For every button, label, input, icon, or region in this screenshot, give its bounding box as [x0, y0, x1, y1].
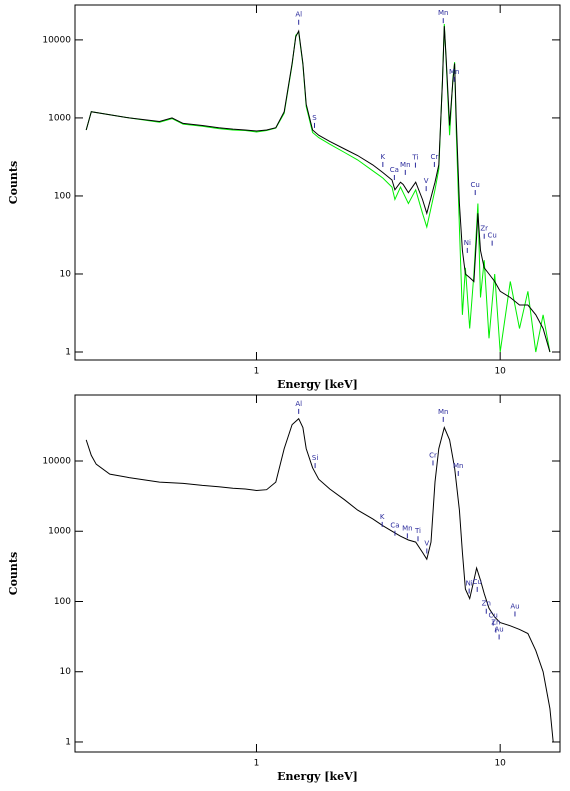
- element-label: V: [424, 539, 429, 547]
- y-tick-label: 1000: [48, 527, 71, 537]
- element-label: Ti: [414, 527, 421, 535]
- element-label: Mn: [449, 68, 459, 76]
- element-label: Ni: [464, 239, 471, 247]
- x-tick-label: 1: [254, 367, 260, 377]
- element-label: Au: [494, 625, 503, 633]
- element-label: Ti: [411, 154, 418, 162]
- y-tick-label: 10: [60, 667, 72, 677]
- y-tick-label: 10000: [42, 456, 71, 466]
- element-label: Cu: [489, 612, 498, 620]
- element-label: V: [424, 177, 429, 185]
- spectrum-line: [85, 417, 554, 743]
- element-label: Mn: [438, 408, 448, 416]
- element-label: Cr: [430, 153, 438, 161]
- y-tick-label: 1000: [48, 113, 71, 123]
- element-label: Zr: [480, 225, 488, 233]
- element-label: Cu: [473, 578, 482, 586]
- x-tick-label: 1: [254, 759, 260, 769]
- element-label: Cr: [429, 451, 437, 459]
- y-tick-label: 100: [54, 597, 71, 607]
- plot-frame: [74, 4, 561, 361]
- element-label: Mn: [453, 462, 463, 470]
- element-label: S: [312, 114, 317, 122]
- element-label: K: [381, 153, 386, 161]
- element-label: Ni: [466, 580, 473, 588]
- y-tick-label: 10: [60, 269, 72, 279]
- element-label: Cu: [471, 181, 480, 189]
- y-tick-label: 100: [54, 191, 71, 201]
- y-tick-label: 10000: [42, 35, 71, 45]
- element-label: Mn: [400, 161, 410, 169]
- x-tick-label: 10: [494, 759, 506, 769]
- element-label: Mn: [402, 524, 412, 532]
- spectrum-line: [85, 26, 551, 353]
- element-label: Al: [295, 11, 302, 19]
- element-label: Cu: [487, 232, 496, 240]
- element-label: Ca: [390, 166, 399, 174]
- element-label: Al: [295, 400, 302, 408]
- plot-frame: [74, 394, 561, 753]
- y-axis-label: Counts: [7, 552, 20, 595]
- element-label: Zn: [482, 600, 491, 608]
- element-label: Si: [312, 454, 318, 462]
- element-label: Ca: [390, 522, 399, 530]
- y-tick-label: 1: [65, 737, 71, 747]
- element-label: K: [380, 513, 385, 521]
- element-label: Mn: [438, 9, 448, 17]
- element-label: Au: [510, 602, 519, 610]
- y-axis-label: Counts: [7, 161, 20, 204]
- element-label: Zn: [491, 619, 500, 627]
- y-tick-label: 1: [65, 348, 71, 358]
- spectrum-line: [85, 23, 551, 353]
- x-axis-label: Energy [keV]: [277, 378, 358, 391]
- x-tick-label: 10: [494, 367, 506, 377]
- x-axis-label: Energy [keV]: [277, 770, 358, 783]
